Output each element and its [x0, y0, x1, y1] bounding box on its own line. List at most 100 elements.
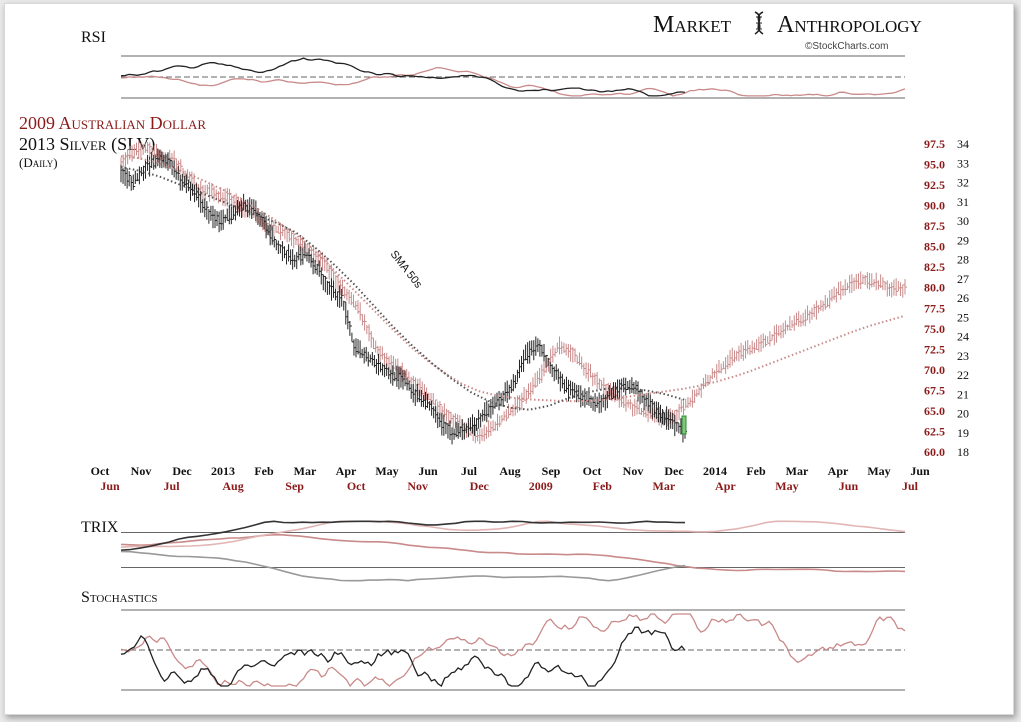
- x-tick-2009-13: Jul: [902, 479, 919, 493]
- x-tick-2013-8: Jun: [418, 464, 438, 478]
- brand-right: Anthropology: [777, 12, 922, 38]
- trix-panel-line-3: [120, 550, 686, 582]
- legend-slv: 2013 Silver (SLV): [19, 134, 155, 155]
- aud-tick-8: 77.5: [924, 301, 945, 315]
- brand-left: Market: [653, 12, 732, 38]
- x-tick-2013-7: May: [375, 464, 398, 478]
- x-axis-2013: Oct Nov Dec 2013 Feb Mar Apr May Jun Jul Aug Sep Oct…: [91, 464, 930, 478]
- credit-text: ©StockCharts.com: [805, 41, 889, 52]
- x-tick-2009-2: Aug: [222, 479, 243, 493]
- x-tick-2013-16: Feb: [746, 464, 766, 478]
- aud-tick-6: 82.5: [924, 260, 945, 274]
- x-tick-2009-4: Oct: [347, 479, 366, 493]
- rsi-label: RSI: [81, 29, 106, 46]
- x-tick-2013-2: Dec: [172, 464, 192, 478]
- trix-panel-line-1: [120, 520, 906, 548]
- x-tick-2013-6: Apr: [336, 464, 357, 478]
- aud-tick-15: 60.0: [924, 445, 945, 459]
- x-tick-2009-5: Nov: [407, 479, 428, 493]
- slv-tick-10: 24: [957, 330, 969, 344]
- x-tick-2013-10: Aug: [499, 464, 520, 478]
- x-tick-2013-13: Nov: [623, 464, 644, 478]
- trix-label: TRIX: [81, 519, 119, 536]
- aud-bars: [120, 141, 907, 445]
- slv-tick-16: 18: [957, 445, 969, 459]
- x-axis-2009: Jun Jul Aug Sep Oct Nov Dec 2009 Feb Mar Apr May Jun…: [100, 479, 918, 493]
- slv-tick-0: 34: [957, 137, 969, 151]
- slv-tick-6: 28: [957, 253, 969, 267]
- slv-sma-line: [120, 166, 686, 411]
- stochastics-label: Stochastics: [81, 589, 158, 606]
- aud-tick-5: 85.0: [924, 240, 945, 254]
- x-tick-2009-1: Jul: [164, 479, 181, 493]
- slv-tick-14: 20: [957, 407, 969, 421]
- slv-tick-5: 29: [957, 233, 969, 247]
- x-tick-2009-9: Mar: [653, 479, 676, 493]
- aud-tick-13: 65.0: [924, 404, 945, 418]
- x-tick-2009-3: Sep: [285, 479, 304, 493]
- aud-tick-0: 97.5: [924, 137, 945, 151]
- aud-tick-10: 72.5: [924, 342, 945, 356]
- rsi-panel-line-0: [120, 67, 906, 97]
- aud-tick-3: 90.0: [924, 199, 945, 213]
- rsi-panel: [120, 55, 906, 99]
- slv-tick-15: 19: [957, 426, 969, 440]
- slv-tick-3: 31: [957, 195, 969, 209]
- slv-axis: 34 33 32 31 30 29 28 27 26 25 24 23 22 21 20 19 18: [957, 137, 969, 459]
- slv-tick-1: 33: [957, 156, 969, 170]
- slv-tick-13: 21: [957, 387, 969, 401]
- slv-tick-8: 26: [957, 291, 969, 305]
- x-tick-2009-7: 2009: [529, 479, 553, 493]
- aud-tick-12: 67.5: [924, 383, 945, 397]
- stochastics-panel: [120, 609, 906, 691]
- dna-icon: [754, 11, 764, 35]
- aud-tick-2: 92.5: [924, 178, 945, 192]
- trix-panel-line-2: [120, 520, 686, 551]
- aud-tick-9: 75.0: [924, 322, 945, 336]
- aud-tick-4: 87.5: [924, 219, 945, 233]
- slv-tick-7: 27: [957, 272, 969, 286]
- x-tick-2013-4: Feb: [254, 464, 274, 478]
- x-tick-2013-18: Apr: [828, 464, 849, 478]
- slv-tick-4: 30: [957, 214, 969, 228]
- x-tick-2013-3: 2013: [211, 464, 235, 478]
- legend-period: (Daily): [19, 155, 58, 170]
- stoch-panel-line-0: [120, 613, 906, 688]
- chart-card: Market Anthropology ©StockCharts.com RSI…: [4, 3, 1014, 715]
- x-tick-2009-10: Apr: [715, 479, 736, 493]
- x-tick-2013-15: 2014: [703, 464, 727, 478]
- rsi-panel-line-1: [120, 57, 686, 97]
- slv-tick-11: 23: [957, 349, 969, 363]
- slv-tick-9: 25: [957, 310, 969, 324]
- slv-tick-12: 22: [957, 368, 969, 382]
- aud-tick-1: 95.0: [924, 158, 945, 172]
- x-tick-2009-12: Jun: [839, 479, 859, 493]
- aud-tick-11: 70.0: [924, 363, 945, 377]
- sma-annotation: SMA 50s: [388, 248, 425, 290]
- x-tick-2013-17: Mar: [786, 464, 809, 478]
- x-tick-2009-6: Dec: [470, 479, 490, 493]
- chart-svg: Market Anthropology ©StockCharts.com RSI…: [19, 11, 969, 691]
- trix-panel: [120, 520, 906, 582]
- x-tick-2013-5: Mar: [294, 464, 317, 478]
- x-tick-2013-0: Oct: [91, 464, 110, 478]
- aud-sma-line: [120, 155, 906, 403]
- latest-bar-highlight: [681, 415, 687, 435]
- x-tick-2013-9: Jul: [461, 464, 478, 478]
- x-tick-2013-1: Nov: [131, 464, 152, 478]
- x-tick-2009-8: Feb: [593, 479, 613, 493]
- x-tick-2009-0: Jun: [100, 479, 120, 493]
- x-tick-2013-11: Sep: [542, 464, 561, 478]
- x-tick-2013-19: May: [867, 464, 890, 478]
- main-price-panel: [120, 141, 907, 445]
- slv-tick-2: 32: [957, 176, 969, 190]
- aud-tick-7: 80.0: [924, 281, 945, 295]
- legend-aud: 2009 Australian Dollar: [19, 113, 206, 133]
- stoch-panel-line-1: [120, 626, 686, 687]
- aud-tick-14: 62.5: [924, 424, 945, 438]
- x-tick-2009-11: May: [775, 479, 798, 493]
- aud-axis: 97.5 95.0 92.5 90.0 87.5 85.0 82.5 80.0 77.5 75.0…: [924, 137, 945, 459]
- x-tick-2013-20: Jun: [910, 464, 930, 478]
- x-tick-2013-14: Dec: [664, 464, 684, 478]
- x-tick-2013-12: Oct: [583, 464, 602, 478]
